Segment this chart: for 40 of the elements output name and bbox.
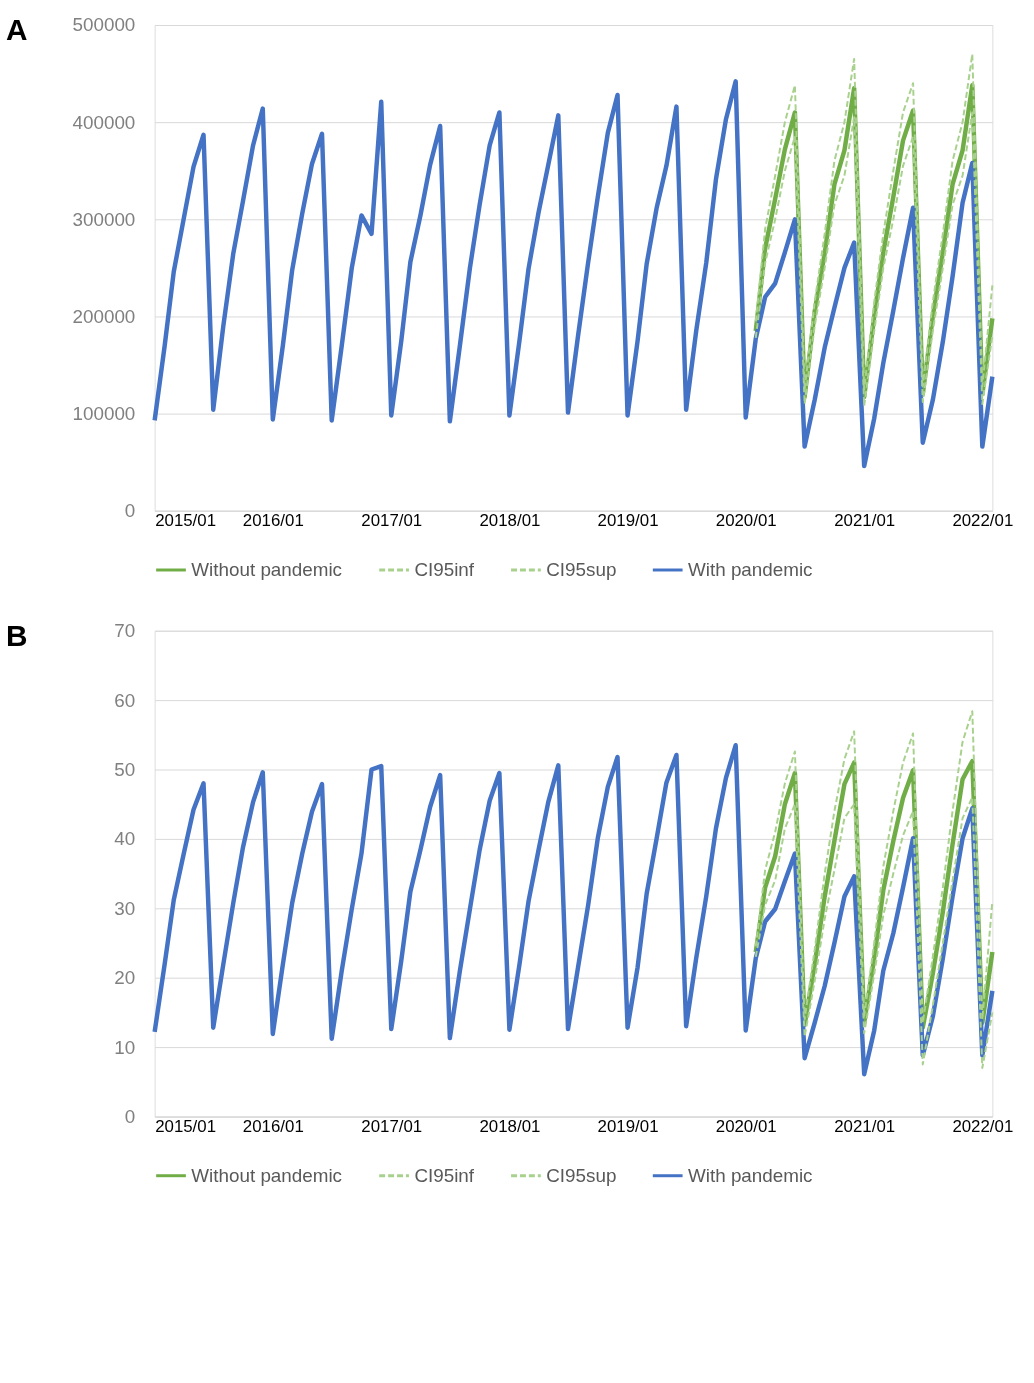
y-tick-label: 0 xyxy=(124,1105,136,1127)
y-tick-label: 0 xyxy=(124,500,136,522)
x-tick-label: 2019/01 xyxy=(597,1116,659,1136)
x-tick-label: 2018/01 xyxy=(479,511,541,531)
y-tick-label: 100000 xyxy=(72,403,136,425)
y-tick-label: 10 xyxy=(114,1036,136,1058)
y-tick-label: 70 xyxy=(114,620,136,642)
legend-label: Without pandemic xyxy=(191,558,343,580)
legend-label: CI95sup xyxy=(546,558,617,580)
x-tick-label: 2015/01 xyxy=(155,1116,217,1136)
chart-title: B xyxy=(5,618,28,652)
legend-label: With pandemic xyxy=(688,558,813,580)
x-tick-label: 2022/01 xyxy=(952,511,1014,531)
x-tick-label: 2022/01 xyxy=(952,1116,1014,1136)
x-tick-label: 2017/01 xyxy=(361,511,423,531)
y-tick-label: 60 xyxy=(114,689,136,711)
x-tick-label: 2021/01 xyxy=(834,1116,896,1136)
x-tick-label: 2017/01 xyxy=(361,1116,423,1136)
legend-label: CI95inf xyxy=(414,558,475,580)
chart-title: A xyxy=(5,12,28,46)
legend-label: Without pandemic xyxy=(191,1164,343,1186)
y-tick-label: 30 xyxy=(114,897,136,919)
legend-label: CI95sup xyxy=(546,1164,617,1186)
legend-label: CI95inf xyxy=(414,1164,475,1186)
y-tick-label: 500000 xyxy=(72,14,136,36)
y-tick-label: 400000 xyxy=(72,111,136,133)
y-tick-label: 40 xyxy=(114,828,136,850)
x-tick-label: 2016/01 xyxy=(242,1116,304,1136)
x-tick-label: 2015/01 xyxy=(155,511,217,531)
x-tick-label: 2020/01 xyxy=(715,1116,777,1136)
y-tick-label: 20 xyxy=(114,967,136,989)
y-tick-label: 50 xyxy=(114,758,136,780)
x-tick-label: 2020/01 xyxy=(715,511,777,531)
x-tick-label: 2019/01 xyxy=(597,511,659,531)
x-tick-label: 2016/01 xyxy=(242,511,304,531)
x-tick-label: 2018/01 xyxy=(479,1116,541,1136)
legend-label: With pandemic xyxy=(688,1164,813,1186)
y-tick-label: 300000 xyxy=(72,208,136,230)
x-tick-label: 2021/01 xyxy=(834,511,896,531)
y-tick-label: 200000 xyxy=(72,305,136,327)
